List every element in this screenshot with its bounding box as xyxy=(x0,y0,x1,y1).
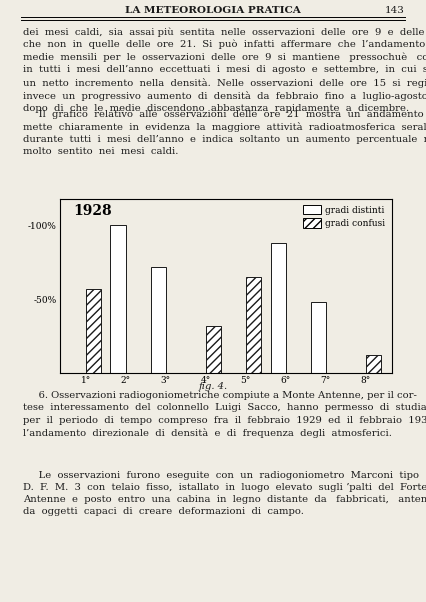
Text: Le  osservazioni  furono  eseguite  con  un  radiogoniometro  Marconi  tipo
D.  : Le osservazioni furono eseguite con un r… xyxy=(23,471,426,516)
Bar xyxy=(150,267,166,373)
Text: fig. 4.: fig. 4. xyxy=(199,382,227,391)
Bar xyxy=(246,277,261,373)
Bar xyxy=(206,326,221,373)
Bar xyxy=(311,302,326,373)
Text: 6. Osservazioni radiogoniometriche compiute a Monte Antenne, per il cor-
tese  i: 6. Osservazioni radiogoniometriche compi… xyxy=(23,391,426,438)
Legend: gradi distinti, gradi confusi: gradi distinti, gradi confusi xyxy=(301,203,387,230)
Text: dei  mesi  caldi,  sia  assai più  sentita  nelle  osservazioni  delle  ore  9  : dei mesi caldi, sia assai più sentita ne… xyxy=(23,27,426,113)
Text: Il  grafico  relativo  alle  osservazioni  delle  ore  21  mostra  un  andamento: Il grafico relativo alle osservazioni de… xyxy=(23,110,426,157)
Bar xyxy=(271,243,286,373)
Bar xyxy=(86,289,101,373)
Text: 143: 143 xyxy=(385,6,405,15)
Bar xyxy=(366,356,381,373)
Bar xyxy=(110,225,126,373)
Text: LA METEOROLOGIA PRATICA: LA METEOROLOGIA PRATICA xyxy=(125,6,301,15)
Text: 1928: 1928 xyxy=(73,204,112,218)
